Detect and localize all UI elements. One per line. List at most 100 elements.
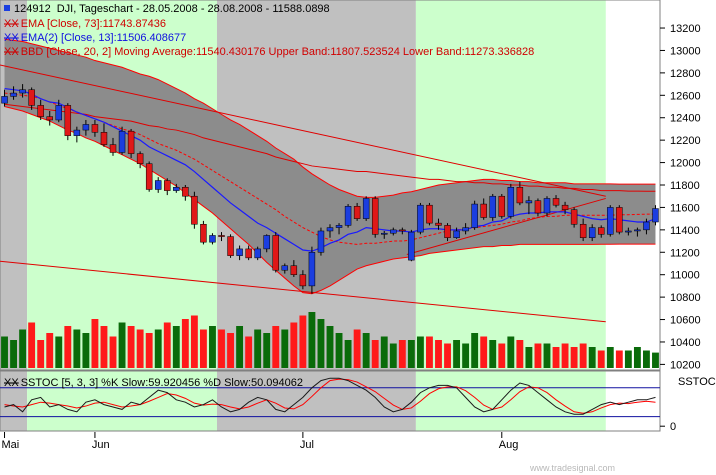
price-tick-label: 11400 bbox=[670, 225, 700, 237]
candle-body bbox=[245, 248, 252, 259]
volume-bar bbox=[543, 343, 551, 368]
volume-bar bbox=[227, 333, 234, 368]
candle-body bbox=[173, 186, 180, 191]
candle-body bbox=[191, 195, 198, 225]
legend-bbd-text: BBD [Close, 20, 2] Moving Average:11540.… bbox=[21, 46, 535, 58]
moving-average-line bbox=[4, 92, 656, 245]
volume-bar bbox=[317, 319, 325, 368]
volume-bar bbox=[489, 340, 497, 368]
volume-bar bbox=[398, 340, 406, 368]
candle-body bbox=[263, 235, 270, 250]
close-x-icon[interactable]: XX bbox=[4, 18, 19, 30]
candle-body bbox=[136, 153, 144, 164]
candle-body bbox=[254, 248, 261, 259]
volume-bar bbox=[172, 326, 180, 368]
candle-body bbox=[561, 204, 569, 210]
volume-bar bbox=[181, 319, 189, 368]
sstoc-axis-label: SSTOC bbox=[678, 376, 716, 388]
background-band bbox=[415, 371, 606, 431]
volume-bar bbox=[344, 340, 352, 368]
volume-bar bbox=[353, 329, 361, 368]
volume-bar bbox=[426, 336, 433, 368]
legend-ema73[interactable]: XX EMA [Close, 73]:11743.87436 bbox=[4, 18, 166, 30]
k-slow-line bbox=[4, 377, 656, 415]
volume-bar bbox=[435, 340, 442, 368]
legend-ema13[interactable]: XX EMA(2) [Close, 13]:11506.408677 bbox=[4, 32, 186, 44]
price-axis-background bbox=[661, 0, 716, 370]
background-band bbox=[27, 371, 217, 431]
price-tick-label: 11600 bbox=[670, 202, 700, 214]
volume-bar bbox=[55, 336, 63, 368]
legend-sstoc[interactable]: XX SSTOC [5, 3, 3] %K Slow:59.920456 %D S… bbox=[4, 377, 303, 389]
volume-bar bbox=[236, 326, 244, 368]
candle-body bbox=[164, 180, 171, 191]
volume-bar bbox=[552, 347, 560, 368]
candle-body bbox=[634, 229, 641, 232]
candle-body bbox=[182, 186, 189, 197]
watermark: www.tradesignal.com bbox=[529, 463, 615, 473]
volume-bar bbox=[109, 336, 117, 368]
candle-body bbox=[534, 200, 542, 214]
candle-body bbox=[390, 229, 397, 234]
price-tick-label: 13000 bbox=[670, 45, 701, 57]
candle-body bbox=[353, 206, 361, 219]
time-tick-label: Jul bbox=[300, 439, 314, 451]
volume-bar bbox=[127, 326, 135, 368]
volume-bar bbox=[326, 326, 334, 368]
volume-bar bbox=[163, 322, 171, 368]
price-tick-label: 10800 bbox=[670, 292, 701, 304]
volume-bar bbox=[380, 336, 388, 368]
candle-body bbox=[588, 227, 596, 238]
time-tick-label: Aug bbox=[499, 439, 519, 451]
candle-body bbox=[109, 144, 117, 153]
volume-bar bbox=[1, 336, 8, 368]
volume-bar bbox=[82, 333, 90, 368]
series-color-swatch bbox=[4, 5, 10, 11]
volume-bar bbox=[91, 319, 99, 368]
volume-bar bbox=[606, 347, 614, 368]
volume-bar bbox=[73, 329, 81, 368]
volume-bar bbox=[389, 343, 397, 368]
candle-body bbox=[127, 130, 135, 154]
volume-bar bbox=[308, 312, 316, 368]
volume-bar bbox=[643, 350, 650, 368]
candle-body bbox=[462, 227, 469, 232]
volume-bar bbox=[615, 350, 623, 368]
volume-bar bbox=[28, 322, 36, 368]
price-tick-label: 11800 bbox=[670, 180, 700, 192]
volume-bar bbox=[652, 352, 659, 368]
candle-body bbox=[525, 200, 533, 204]
candle-body bbox=[371, 198, 379, 235]
candle-body bbox=[64, 105, 72, 136]
volume-bar bbox=[209, 326, 216, 368]
candlesticks bbox=[1, 84, 659, 294]
candle-body bbox=[37, 105, 44, 117]
close-x-icon[interactable]: XX bbox=[4, 32, 19, 44]
price-tick-label: 12200 bbox=[670, 135, 701, 147]
legend-sstoc-text: SSTOC [5, 3, 3] %K Slow:59.920456 %D Slo… bbox=[21, 377, 303, 389]
trendline bbox=[0, 260, 606, 323]
candle-body bbox=[426, 204, 433, 224]
candle-body bbox=[82, 124, 90, 131]
legend-bbd[interactable]: XX BBD [Close, 20, 2] Moving Average:1154… bbox=[4, 46, 534, 58]
price-tick-label: 13200 bbox=[670, 23, 701, 35]
candle-body bbox=[55, 105, 63, 121]
candle-body bbox=[417, 204, 424, 233]
volume-bar bbox=[100, 326, 108, 368]
candle-body bbox=[209, 235, 216, 243]
volume-bar bbox=[507, 336, 515, 368]
volume-bar bbox=[633, 347, 641, 368]
candle-body bbox=[498, 195, 506, 217]
background-band bbox=[0, 371, 28, 431]
close-x-icon[interactable]: XX bbox=[4, 46, 19, 58]
volume-bar bbox=[272, 326, 280, 368]
close-x-icon[interactable]: XX bbox=[4, 377, 19, 389]
volume-bar bbox=[190, 315, 198, 368]
candle-body bbox=[480, 203, 487, 218]
volume-bar bbox=[64, 326, 72, 368]
time-axis-background bbox=[0, 432, 716, 475]
candle-body bbox=[570, 209, 578, 225]
candle-body bbox=[643, 221, 650, 231]
candle-body bbox=[317, 230, 325, 253]
